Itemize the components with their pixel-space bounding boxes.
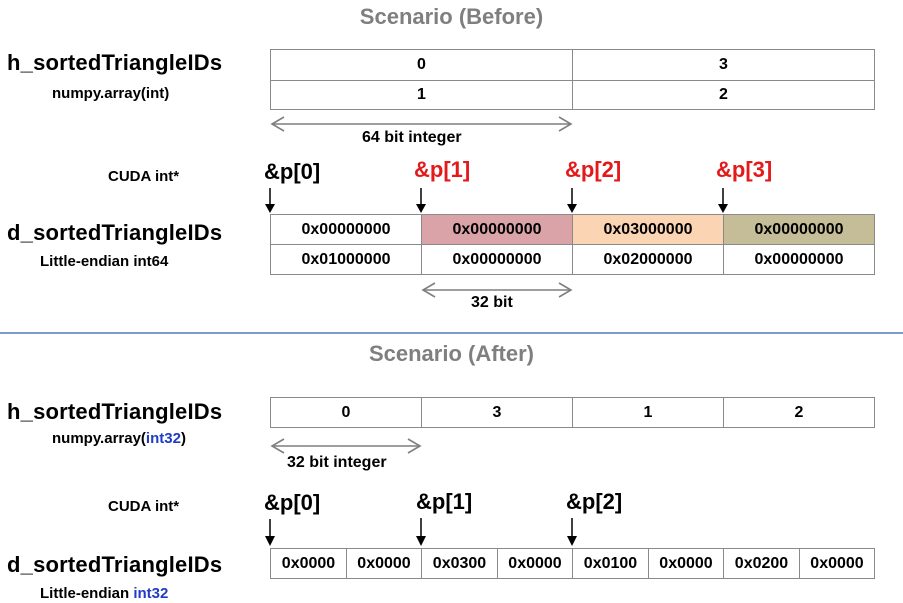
host-before-cell-r2c2: 2 [572,80,875,110]
device-after-cell-8: 0x0000 [799,548,875,579]
device-before-cell-r2c2: 0x00000000 [421,244,573,275]
host-after-cell-3: 1 [572,397,724,428]
pointer-arrowheads-after [265,536,577,546]
device-array-type-after: Little-endian int32 [40,585,169,602]
device-before-cell-r1c3: 0x03000000 [572,214,724,245]
cuda-label-after: CUDA int* [108,498,180,515]
host-array-name-before: h_sortedTriangleIDs [7,50,223,75]
device-before-cell-r2c3: 0x02000000 [572,244,724,275]
section-divider [0,332,903,334]
dimension-arrow-32bit [421,282,573,298]
dimension-arrow-32bit-integer [270,438,422,454]
device-after-cell-2: 0x0000 [346,548,422,579]
device-array-type-before: Little-endian int64 [40,253,169,270]
host-before-cell-r2c1: 1 [270,80,573,110]
pointer-before-1: &p[1] [414,157,471,182]
pointer-arrows-after [269,518,573,538]
device-after-cell-4: 0x0000 [497,548,573,579]
pointer-arrows-before [269,188,724,206]
pointer-before-0: &p[0] [264,159,321,184]
host-array-name-after: h_sortedTriangleIDs [7,399,223,424]
device-after-cell-3: 0x0300 [421,548,498,579]
device-before-cell-r2c1: 0x01000000 [270,244,422,275]
pointer-before-2: &p[2] [565,157,622,182]
device-before-cell-r2c4: 0x00000000 [723,244,875,275]
width-note-32bit: 32 bit [471,294,513,311]
device-array-name-after: d_sortedTriangleIDs [7,552,223,577]
pointer-after-1: &p[1] [416,489,473,514]
scenario-after-title: Scenario (After) [368,341,535,366]
pointer-after-2: &p[2] [566,489,623,514]
host-array-type-after: numpy.array(int32) [52,430,186,447]
host-after-cell-4: 2 [723,397,875,428]
device-before-cell-r1c1: 0x00000000 [270,214,422,245]
scenario-before-title: Scenario (Before) [359,4,544,29]
pointer-after-0: &p[0] [264,490,321,515]
device-after-cell-1: 0x0000 [270,548,347,579]
type-highlight-host: int32 [145,430,181,447]
width-note-64bit: 64 bit integer [362,129,462,146]
pointer-arrowheads-before [265,204,728,213]
host-array-type-before: numpy.array(int) [52,85,170,102]
cuda-label-before: CUDA int* [108,168,180,185]
host-after-cell-2: 3 [421,397,573,428]
device-after-cell-7: 0x0200 [723,548,800,579]
width-note-32bit-integer: 32 bit integer [287,454,387,471]
device-after-cell-6: 0x0000 [648,548,724,579]
dimension-arrow-64bit [270,116,573,132]
device-array-name-before: d_sortedTriangleIDs [7,220,223,245]
pointer-before-3: &p[3] [716,157,773,182]
type-highlight-device: int32 [133,585,169,602]
